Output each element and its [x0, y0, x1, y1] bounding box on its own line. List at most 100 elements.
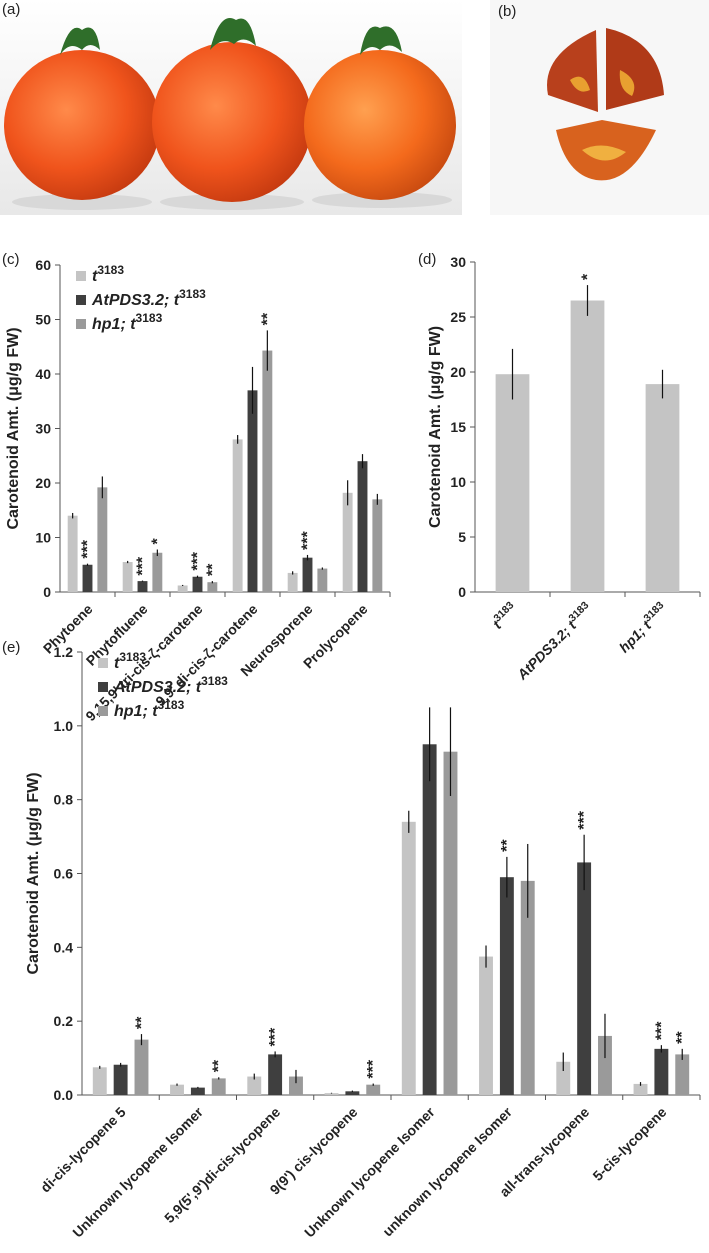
y-axis-label: Carotenoid Amt. (μg/g FW)	[25, 772, 42, 974]
significance: ***	[653, 1021, 670, 1040]
bar	[192, 576, 203, 592]
bar	[372, 499, 383, 592]
panel-label: (e)	[2, 639, 20, 656]
bar	[345, 1091, 360, 1095]
y-tick-label: 1.2	[54, 644, 74, 660]
bar	[556, 1061, 571, 1095]
bar	[232, 439, 243, 592]
significance: **	[674, 1031, 691, 1044]
significance: **	[211, 1059, 228, 1072]
significance: ***	[267, 1027, 284, 1046]
significance: ***	[80, 539, 97, 558]
bar	[633, 1083, 648, 1095]
significance: ***	[300, 530, 317, 549]
photo-tomatoes	[0, 0, 462, 215]
bar	[268, 1054, 283, 1095]
y-tick-label: 25	[450, 309, 466, 325]
bar	[598, 1035, 612, 1095]
x-tick-label: t3183	[488, 599, 521, 632]
x-tick-label: 5-cis-lycopene	[589, 1104, 669, 1184]
bar	[479, 956, 493, 1095]
legend-label: AtPDS3.2; t3183	[91, 287, 206, 309]
y-tick-label: 0.4	[54, 939, 74, 955]
bar	[366, 1084, 381, 1095]
y-tick-label: 0.6	[54, 866, 74, 882]
y-tick-label: 10	[35, 530, 51, 546]
bar	[443, 751, 458, 1095]
panel-label: (c)	[2, 251, 20, 268]
bar	[134, 1039, 149, 1095]
bar	[324, 1093, 339, 1095]
legend-swatch	[98, 658, 108, 668]
y-tick-label: 0.8	[54, 792, 74, 808]
bar	[401, 821, 416, 1095]
bar	[317, 568, 328, 592]
bar	[499, 877, 514, 1095]
y-tick-label: 15	[450, 419, 466, 435]
significance: **	[499, 839, 516, 852]
significance: ***	[576, 810, 593, 829]
significance: *	[149, 537, 166, 544]
legend-swatch	[76, 295, 86, 305]
bar	[262, 350, 273, 592]
significance: *	[580, 273, 597, 280]
y-axis-label: Carotenoid Amt. (μg/g FW)	[5, 327, 22, 529]
bar	[113, 1064, 128, 1095]
y-tick-label: 30	[450, 254, 466, 270]
bar	[211, 1078, 226, 1095]
y-tick-label: 1.0	[54, 718, 74, 734]
y-tick-label: 40	[35, 366, 51, 382]
bar	[207, 582, 218, 592]
significance: **	[204, 563, 221, 576]
panel-label: (b)	[498, 3, 516, 20]
x-tick-label: Unknown lycopene Isomer	[301, 1103, 438, 1240]
bar	[247, 1076, 262, 1095]
x-tick-label: hp1; t3183	[614, 599, 670, 655]
legend-label: AtPDS3.2; t3183	[113, 674, 228, 696]
bar	[170, 1084, 184, 1095]
y-axis-label: Carotenoid Amt. (μg/g FW)	[427, 326, 444, 528]
bar	[422, 744, 437, 1095]
bar	[302, 557, 313, 592]
bar	[654, 1048, 669, 1095]
legend-label: hp1; t3183	[114, 698, 185, 720]
y-tick-label: 50	[35, 312, 51, 328]
bar	[190, 1087, 205, 1095]
significance: ***	[365, 1059, 382, 1078]
panel-label: (d)	[418, 251, 436, 268]
bar	[97, 487, 108, 592]
bar	[570, 300, 605, 592]
y-tick-label: 60	[35, 257, 51, 273]
legend-swatch	[98, 682, 108, 692]
bar	[247, 390, 258, 592]
bar	[675, 1054, 690, 1095]
bar	[357, 461, 368, 592]
bar	[177, 585, 188, 592]
bar	[67, 515, 78, 592]
significance: **	[259, 312, 276, 325]
y-tick-label: 0	[43, 584, 51, 600]
y-tick-label: 5	[458, 529, 466, 545]
x-tick-label: di-cis-lycopene 5	[37, 1104, 129, 1196]
legend-label: t3183	[114, 650, 146, 672]
y-tick-label: 0.0	[54, 1087, 74, 1103]
x-tick-label: Unknown lycopene Isomer	[69, 1103, 206, 1240]
bar	[92, 1067, 107, 1095]
y-tick-label: 0	[458, 584, 466, 600]
y-tick-label: 0.2	[54, 1013, 74, 1029]
bar	[82, 564, 93, 592]
bar	[495, 374, 530, 592]
bar	[520, 880, 535, 1095]
x-tick-label: AtPDS3.2; t3183	[512, 599, 596, 683]
y-tick-label: 10	[450, 474, 466, 490]
photo-slice	[490, 0, 709, 215]
significance: **	[133, 1016, 150, 1029]
significance: ***	[135, 556, 152, 575]
y-tick-label: 20	[35, 475, 51, 491]
panel-label: (a)	[2, 1, 20, 18]
y-tick-label: 20	[450, 364, 466, 380]
y-tick-label: 30	[35, 421, 51, 437]
legend-swatch	[98, 706, 108, 716]
x-tick-label: unknown lycopene Isomer	[379, 1103, 515, 1239]
